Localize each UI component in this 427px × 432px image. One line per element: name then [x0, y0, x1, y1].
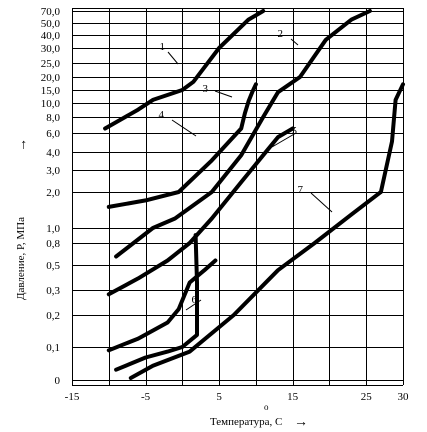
x-axis-unit-superscript: o	[264, 402, 269, 412]
y-tick-label: 50,0	[41, 18, 61, 30]
grid	[72, 8, 404, 386]
leader-line-2	[290, 38, 299, 46]
y-tick-label: 20,0	[41, 72, 61, 84]
x-tick-labels: -15 -5 5 15 25 30	[65, 391, 409, 403]
series-line-1	[103, 9, 266, 131]
series-line-7	[128, 82, 405, 380]
y-tick-label: 70,0	[41, 6, 61, 18]
y-tick-labels: 0 0,1 0,2 0,3 0,5 0,8 1,0 2,0 3,0 4,0 6,0 8,0 10,015…	[41, 6, 61, 387]
curve-label-6: 6	[192, 294, 198, 306]
leader-line-7	[310, 192, 333, 213]
curve-label-3: 3	[203, 83, 209, 95]
series-layer	[103, 9, 405, 380]
x-tick-label: 25	[361, 391, 373, 403]
y-tick-label: 0,8	[46, 238, 60, 250]
curve-label-1: 1	[160, 41, 166, 53]
leader-line-3	[214, 90, 233, 98]
y-tick-label: 30,0	[41, 43, 61, 55]
y-tick-label: 6,0	[46, 128, 60, 140]
leader-line-5	[271, 132, 297, 148]
y-tick-label: 0,2	[46, 310, 60, 322]
x-tick-label: 30	[398, 391, 410, 403]
x-tick-label: 5	[216, 391, 222, 403]
curve-label-leaders	[167, 38, 333, 311]
leader-line-6	[185, 299, 202, 311]
x-axis-arrow: →	[294, 415, 308, 430]
y-tick-label: 3,0	[46, 165, 60, 177]
y-tick-label: 25,0	[41, 58, 61, 70]
leader-line-4	[171, 119, 197, 137]
curve-label-4: 4	[159, 109, 165, 121]
y-tick-label: 1,0	[46, 223, 60, 235]
leader-line-1	[167, 51, 179, 65]
y-tick-label: 2,0	[46, 187, 60, 199]
series-line-3	[106, 82, 258, 209]
series-line-5	[106, 258, 218, 353]
y-tick-label: 40,0	[41, 30, 61, 42]
y-tick-label: 15,0	[41, 85, 61, 97]
y-tick-label: 8,0	[46, 112, 60, 124]
x-tick-label: 15	[287, 391, 299, 403]
y-tick-label: 0,3	[46, 285, 60, 297]
series-line-4	[106, 126, 295, 297]
y-axis-label: Давление, P, МПа	[15, 217, 27, 300]
y-axis-arrow: →	[15, 138, 30, 152]
curve-label-2: 2	[278, 28, 284, 40]
curve-label-7: 7	[298, 184, 304, 196]
y-tick-label: 0	[55, 375, 61, 387]
x-tick-label: -15	[65, 391, 80, 403]
y-tick-label: 10,0	[41, 98, 61, 110]
y-tick-label: 4,0	[46, 147, 60, 159]
series-line-2	[114, 9, 372, 259]
x-axis-label: Температура, С	[210, 416, 282, 428]
x-tick-label: -5	[141, 391, 151, 403]
y-tick-label: 0,1	[46, 342, 60, 354]
y-tick-label: 0,5	[46, 260, 60, 272]
series-line-6	[114, 233, 199, 372]
curve-labels: 1 2 3 4 5 6 7	[159, 28, 304, 306]
curve-label-5: 5	[292, 125, 298, 137]
